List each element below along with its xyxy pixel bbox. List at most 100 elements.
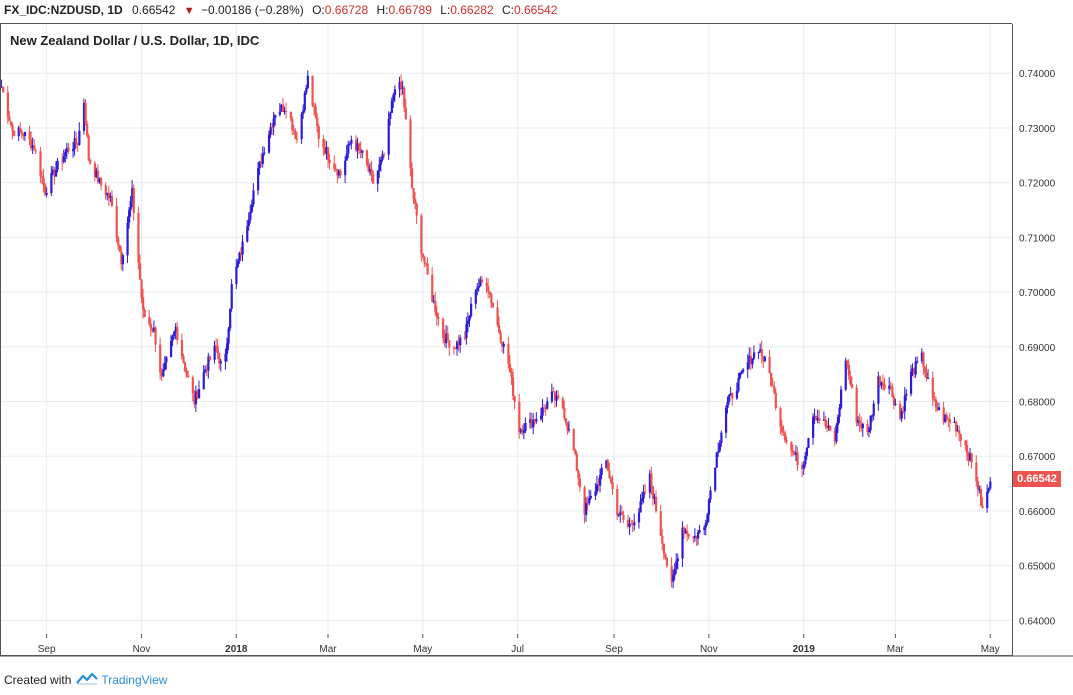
candle-body — [530, 419, 533, 428]
candle-body — [958, 430, 961, 435]
candle-body — [664, 553, 667, 559]
candle-body — [583, 487, 586, 516]
candle-body — [267, 134, 271, 153]
candle-body — [822, 419, 826, 421]
candle-body — [956, 430, 959, 432]
candle-body — [681, 527, 684, 559]
candle-body — [322, 138, 325, 148]
candle-body — [185, 370, 188, 376]
candle-body — [574, 449, 577, 454]
candle-body — [644, 491, 647, 493]
tradingview-logo-icon[interactable] — [76, 672, 99, 688]
candle-body — [738, 372, 742, 378]
candle-body — [976, 481, 980, 490]
candle-body — [661, 535, 664, 544]
candle-body — [86, 123, 89, 136]
candle-body — [76, 143, 79, 145]
candle-body — [6, 92, 9, 117]
candle-body — [196, 391, 199, 399]
candle-body — [871, 415, 874, 417]
candle-body — [507, 343, 510, 364]
candle-body — [707, 499, 711, 515]
candle-body — [485, 282, 488, 287]
candle-body — [909, 371, 913, 394]
y-tick-label: 0.69000 — [1019, 343, 1056, 354]
candle-body — [173, 331, 176, 337]
candle-body — [53, 169, 56, 177]
candle-body — [731, 393, 734, 399]
candle-body — [367, 164, 370, 172]
candle-body — [639, 501, 642, 513]
candle-body — [317, 126, 320, 139]
x-tick-label: Jul — [511, 644, 524, 655]
candle-body — [263, 152, 266, 154]
candle-body — [519, 429, 522, 433]
candle-body — [382, 154, 386, 156]
candle-body — [311, 75, 314, 106]
candle-body — [850, 383, 854, 388]
candle-body — [717, 450, 720, 453]
candle-body — [84, 102, 87, 124]
candle-body — [82, 102, 86, 131]
candle-body — [115, 205, 118, 238]
candle-body — [163, 362, 166, 370]
candle-body — [555, 395, 558, 401]
candle-body — [194, 391, 198, 405]
last-price-tag: 0.66542 — [1013, 471, 1061, 487]
candle-body — [628, 523, 631, 527]
candle-body — [869, 415, 872, 431]
candle-body — [229, 308, 232, 329]
price-change: −0.00186 (−0.28%) — [201, 3, 304, 17]
candle-body — [415, 203, 418, 216]
candle-body — [695, 535, 698, 539]
candle-body — [207, 356, 210, 371]
candle-body — [920, 352, 924, 362]
candle-body — [589, 495, 592, 499]
candle-body — [989, 481, 992, 489]
candle-body — [120, 251, 123, 265]
candle-body — [720, 432, 723, 444]
x-tick-label: 2019 — [793, 644, 816, 655]
open-value: 0.66728 — [324, 3, 369, 17]
candle-body — [827, 425, 830, 428]
candle-body — [891, 387, 894, 397]
candle-body — [420, 215, 423, 254]
candle-body — [969, 453, 972, 461]
candle-body — [752, 352, 756, 359]
candle-body — [117, 237, 120, 246]
candle-body — [550, 391, 554, 402]
candle-body — [577, 470, 580, 479]
candle-body — [597, 484, 600, 486]
candle-body — [594, 491, 597, 496]
candle-body — [763, 357, 767, 361]
candle-body — [925, 372, 928, 378]
candle-body — [499, 332, 502, 342]
candle-body — [98, 178, 101, 183]
candle-body — [230, 284, 233, 309]
candle-body — [95, 170, 98, 178]
high-label: H: — [376, 3, 389, 17]
candle-body — [423, 256, 426, 263]
candle-body — [728, 395, 731, 402]
candle-body — [261, 153, 264, 164]
candle-body — [829, 425, 832, 431]
candle-body — [280, 104, 283, 112]
candle-body — [529, 419, 532, 423]
candle-body — [246, 226, 249, 242]
candle-body — [947, 418, 950, 420]
candle-body — [424, 262, 428, 264]
candle-body — [225, 343, 229, 355]
candle-body — [762, 356, 765, 361]
candle-body — [165, 357, 168, 363]
y-tick-label: 0.71000 — [1019, 233, 1056, 244]
candle-body — [804, 455, 807, 465]
candle-body — [682, 527, 686, 534]
candle-body — [546, 401, 549, 409]
candle-body — [687, 534, 690, 537]
candle-body — [676, 558, 679, 562]
candle-body — [880, 382, 883, 386]
candle-body — [257, 168, 260, 191]
tradingview-link[interactable]: TradingView — [101, 673, 168, 687]
candle-body — [659, 511, 662, 536]
